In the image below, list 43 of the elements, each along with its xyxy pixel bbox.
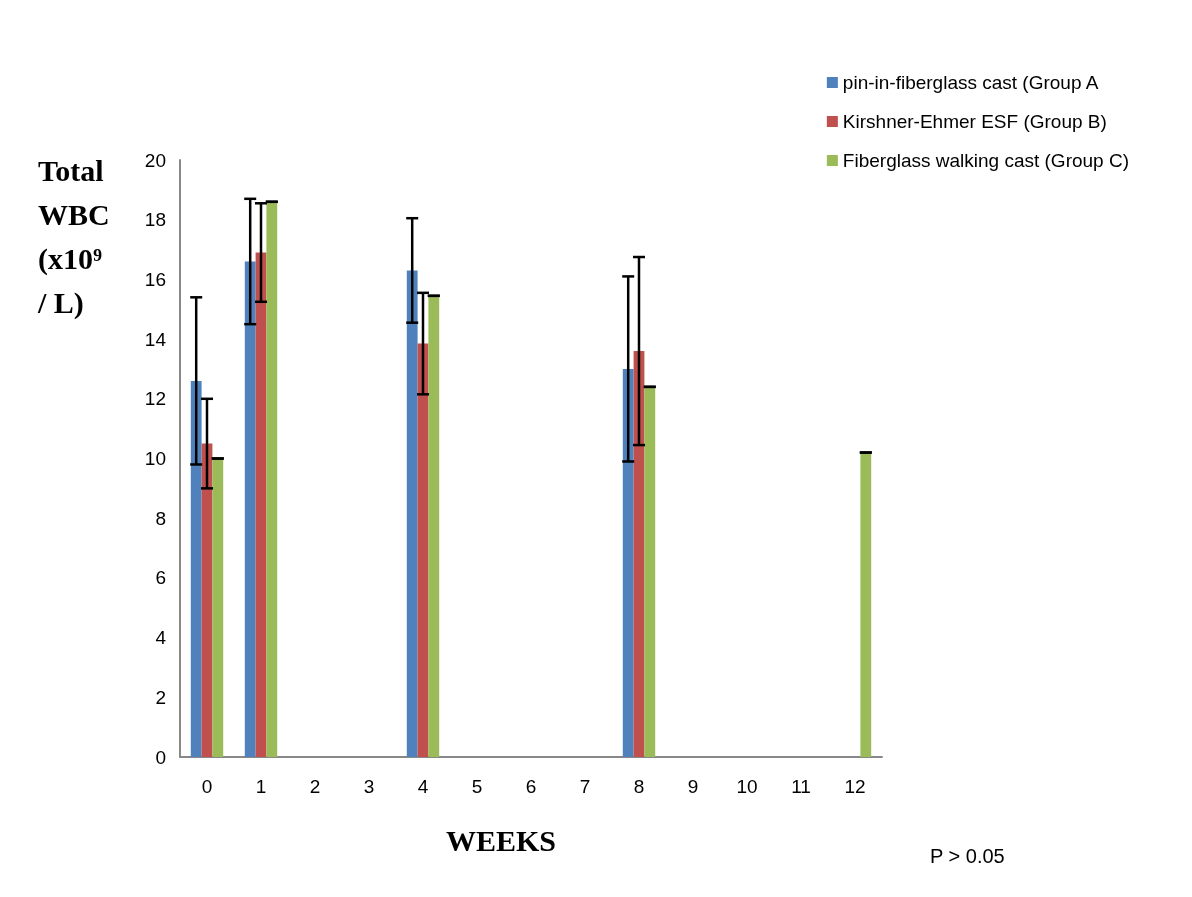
bar bbox=[190, 380, 202, 757]
x-tick-label: 8 bbox=[633, 776, 645, 797]
legend-label: Kirshner-Ehmer ESF (Group B) bbox=[842, 111, 1107, 132]
y-tick-label: 14 bbox=[144, 328, 167, 350]
bar bbox=[406, 270, 418, 757]
y-tick-label: 6 bbox=[155, 567, 166, 589]
y-tick-label: 16 bbox=[144, 268, 166, 290]
x-tick-label: 2 bbox=[309, 776, 321, 797]
legend-label: Fiberglass walking cast (Group C) bbox=[842, 150, 1130, 171]
bar bbox=[428, 295, 440, 757]
y-tick-label: 0 bbox=[155, 746, 166, 768]
y-tick-label: 20 bbox=[144, 149, 166, 171]
bar bbox=[201, 443, 213, 757]
bar bbox=[860, 452, 872, 757]
legend-label: pin-in-fiberglass cast (Group A bbox=[842, 72, 1099, 93]
x-tick-label: 11 bbox=[791, 776, 811, 797]
x-tick-label: 4 bbox=[417, 776, 429, 797]
x-tick-label: 6 bbox=[525, 776, 537, 797]
bar bbox=[266, 201, 278, 757]
x-tick-label: 3 bbox=[363, 776, 375, 797]
x-tick-label: 12 bbox=[844, 776, 866, 797]
y-tick-label: 10 bbox=[144, 448, 166, 469]
x-tick-label: 10 bbox=[736, 776, 758, 797]
bar bbox=[212, 458, 224, 757]
bar bbox=[644, 386, 656, 757]
bar bbox=[244, 261, 256, 757]
x-tick-label: 1 bbox=[255, 776, 267, 797]
y-tick-label: 4 bbox=[155, 627, 167, 649]
x-tick-label: 5 bbox=[471, 776, 483, 797]
y-tick-label: 2 bbox=[155, 686, 166, 708]
y-tick-label: 12 bbox=[144, 388, 166, 410]
x-tick-label: 0 bbox=[201, 776, 213, 797]
y-tick-label: 8 bbox=[155, 507, 166, 529]
bar bbox=[255, 252, 267, 757]
x-tick-label: 9 bbox=[687, 776, 699, 797]
y-axis-title: Total WBC (x10⁹/ L) bbox=[37, 153, 118, 320]
bar bbox=[633, 351, 645, 757]
text: P > 0.05 bbox=[930, 845, 1005, 867]
bar bbox=[417, 343, 429, 757]
bar bbox=[622, 368, 634, 757]
x-tick-label: 7 bbox=[579, 776, 591, 797]
y-tick-label: 18 bbox=[144, 209, 166, 231]
x-axis-title: WEEKS bbox=[445, 823, 557, 857]
